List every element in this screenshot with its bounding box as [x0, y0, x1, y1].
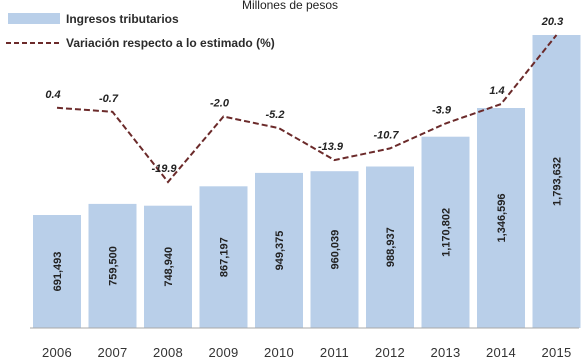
- variation-label: -5.2: [266, 109, 285, 121]
- x-tick-label: 2007: [97, 345, 127, 360]
- chart-title: Millones de pesos: [242, 0, 338, 12]
- variation-label: 20.3: [541, 16, 563, 28]
- bar-2006: [33, 215, 81, 328]
- variation-label: 1.4: [489, 85, 504, 97]
- bar-value-label: 691,493: [52, 252, 64, 292]
- bar-value-label: 748,940: [163, 247, 175, 287]
- variation-label: -19.9: [151, 163, 177, 175]
- bar-2011: [310, 171, 359, 328]
- variation-label: -13.9: [318, 141, 344, 153]
- bar-2010: [255, 172, 303, 328]
- line-series: 0.4 -0.7 -19.9 -2.0 -5.2 -13.9 -10.7 -3.9 1.4 20.…: [45, 16, 563, 184]
- x-tick-label: 2012: [375, 345, 405, 360]
- x-tick-label: 2015: [541, 345, 571, 360]
- bar-2007: [88, 203, 137, 328]
- bar-value-label: 759,500: [108, 246, 120, 286]
- bar-value-label: 949,375: [274, 231, 286, 271]
- bar-2013: [421, 136, 470, 328]
- legend: Ingresos tributarios Variación respecto …: [6, 12, 275, 50]
- bar-value-label: 1,170,802: [441, 208, 453, 257]
- legend-line-label: Variación respecto a lo estimado (%): [66, 36, 275, 50]
- x-tick-label: 2013: [430, 345, 460, 360]
- legend-bar-swatch: [8, 13, 60, 24]
- x-tick-label: 2008: [153, 345, 183, 360]
- bar-2008: [144, 205, 192, 328]
- bar-value-label: 960,039: [330, 230, 342, 270]
- x-tick-label: 2011: [320, 345, 349, 360]
- bar-2012: [366, 166, 414, 328]
- bar-value-label: 988,937: [385, 227, 397, 267]
- variation-label: 0.4: [45, 89, 60, 101]
- bar-value-label: 867,197: [219, 237, 231, 277]
- bar-2015: [532, 35, 581, 328]
- bar-series: 691,493 759,500 748,940 867,197 949,375 960,0…: [33, 35, 581, 328]
- bar-2014: [477, 108, 525, 328]
- bar-value-label: 1,346,596: [496, 194, 508, 243]
- x-tick-label: 2009: [208, 345, 238, 360]
- variation-label: -2.0: [210, 98, 230, 110]
- legend-bar-label: Ingresos tributarios: [66, 12, 179, 26]
- variation-label: -0.7: [99, 93, 119, 105]
- variation-label: -10.7: [373, 129, 399, 141]
- x-axis-ticks: 2006 2007 2008 2009 2010 2011 2012 2013 2014 2015: [42, 345, 571, 360]
- x-tick-label: 2006: [42, 345, 72, 360]
- x-tick-label: 2010: [264, 345, 294, 360]
- variation-label: -3.9: [432, 105, 452, 117]
- variation-line: [56, 34, 558, 184]
- x-tick-label: 2014: [486, 345, 516, 360]
- bar-2009: [199, 186, 248, 328]
- bar-value-label: 1,793,632: [552, 157, 564, 206]
